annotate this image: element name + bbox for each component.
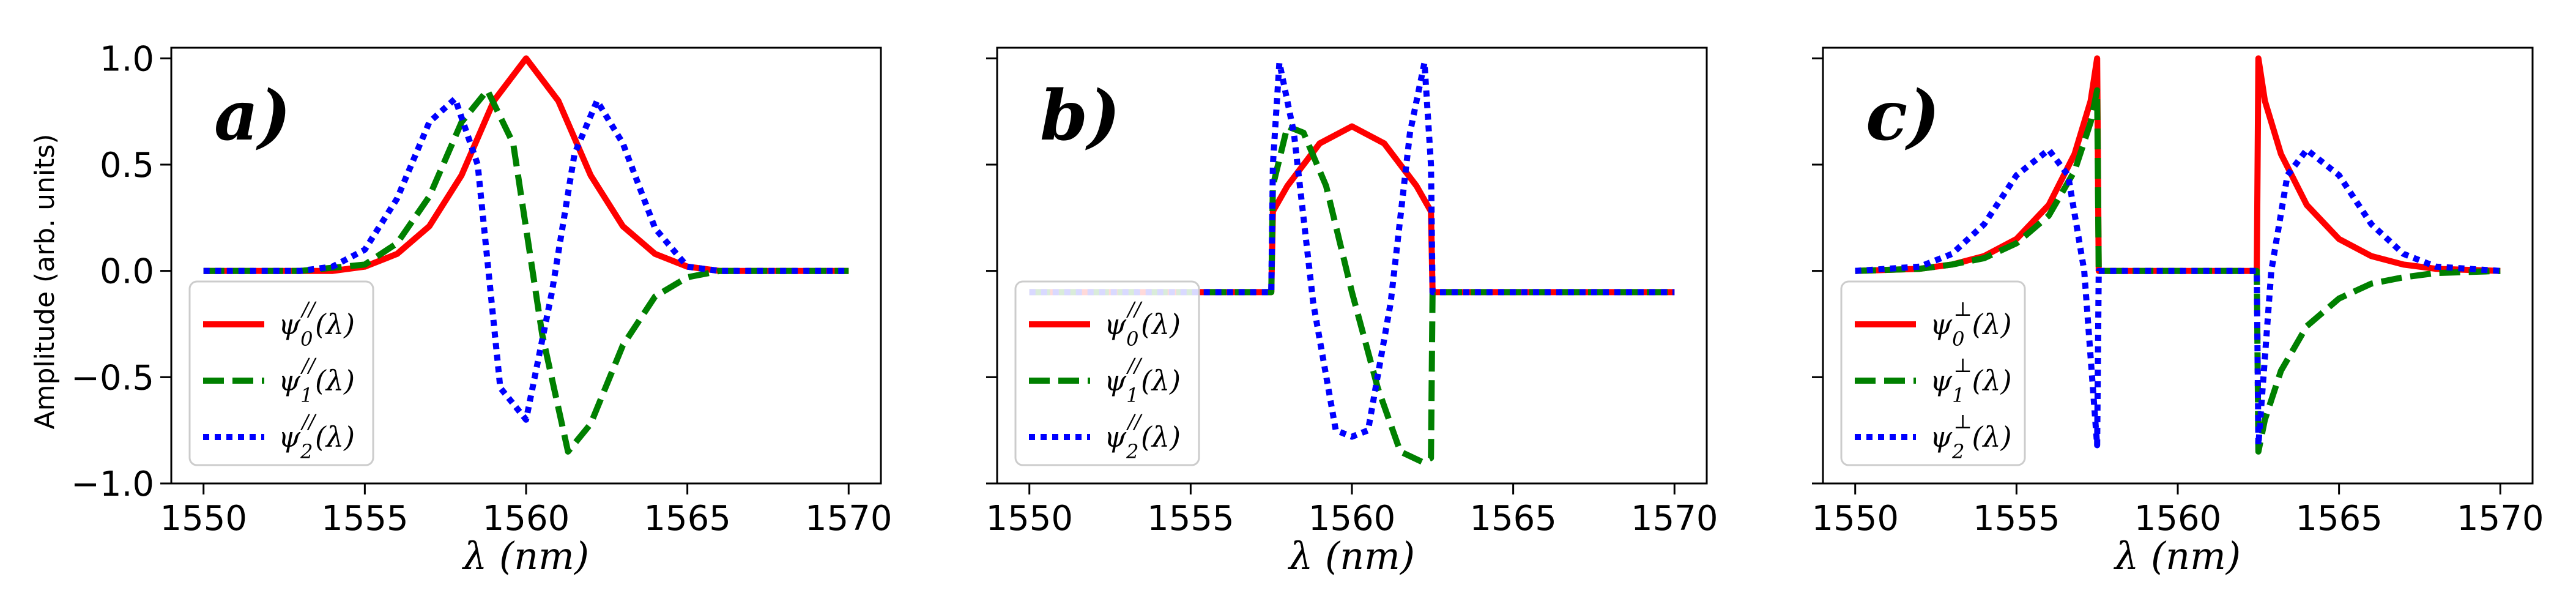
y-tick-label: 1.0: [100, 39, 154, 79]
x-tick-label: 1555: [1973, 499, 2060, 539]
legend-entry: ψ0⊥(λ): [1930, 297, 2012, 351]
panel-3: 1550 1555 1560 1565 1570 λ (nm) c) ψ0⊥(λ)ψ1⊥(λ)…: [1811, 47, 2544, 578]
y-tick-label: −0.5: [71, 358, 154, 398]
y-axis-label: Amplitude (arb. units): [29, 134, 61, 430]
x-axis-label: λ (nm): [461, 534, 589, 578]
x-tick-label: 1550: [1811, 499, 1899, 539]
legend-entry: ψ2⊥(λ): [1930, 410, 2012, 463]
panel-label: c): [1866, 76, 1940, 156]
legend-entry: ψ1⊥(λ): [1930, 354, 2012, 407]
legend-entry: ψ0//(λ): [278, 297, 355, 351]
series-line-3: [1029, 59, 1675, 440]
legend-entry: ψ2//(λ): [1104, 410, 1181, 463]
y-tick-label: 0.5: [100, 146, 154, 185]
x-axis-label: λ (nm): [2113, 534, 2241, 578]
series-line-2: [1029, 123, 1675, 466]
x-tick-label: 1570: [2457, 499, 2544, 539]
legend-entry: ψ1//(λ): [1104, 354, 1181, 407]
legend-entry: ψ0//(λ): [1104, 297, 1181, 351]
series-line-3: [1855, 146, 2501, 449]
series-line-2: [1855, 87, 2501, 455]
panel-label: b): [1040, 76, 1120, 156]
x-tick-label: 1565: [1469, 499, 1557, 539]
panel-label: a): [214, 76, 291, 156]
x-tick-label: 1550: [160, 499, 247, 539]
series-line-3: [203, 95, 849, 423]
x-tick-label: 1560: [1308, 499, 1396, 539]
panel-2: 1550 1555 1560 1565 1570 λ (nm) b) ψ0//(λ)ψ1//(…: [985, 47, 1718, 578]
x-tick-label: 1550: [985, 499, 1073, 539]
x-tick-label: 1560: [483, 499, 570, 539]
x-tick-label: 1560: [2134, 499, 2222, 539]
series-line-1: [1029, 123, 1675, 296]
x-tick-label: 1570: [1631, 499, 1718, 539]
legend-entry: ψ2//(λ): [278, 410, 355, 463]
y-tick-label: 0.0: [100, 252, 154, 292]
y-tick-label: −1.0: [71, 464, 154, 504]
x-axis-label: λ (nm): [1287, 534, 1415, 578]
panel-1: 1550 1555 1560 1565 1570 1.0 0.5 0.0 −0.5 −1.0 λ (…: [71, 39, 893, 578]
series-line-2: [203, 87, 849, 455]
x-tick-label: 1555: [321, 499, 409, 539]
x-tick-label: 1570: [805, 499, 893, 539]
x-tick-label: 1565: [2295, 499, 2383, 539]
series-line-1: [1855, 55, 2501, 274]
x-tick-label: 1565: [644, 499, 731, 539]
legend-entry: ψ1//(λ): [278, 354, 355, 407]
x-tick-label: 1555: [1147, 499, 1234, 539]
